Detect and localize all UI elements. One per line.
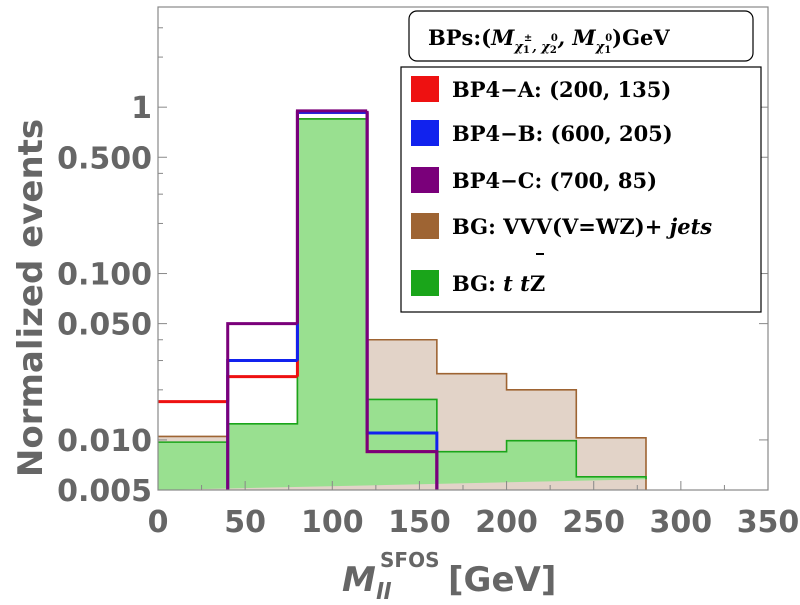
- x-axis-title-sup: SFOS: [380, 548, 439, 572]
- axis-ticks: [157, 27, 769, 491]
- background-fills: [158, 118, 647, 491]
- x-axis-title-unit: [GeV]: [448, 560, 556, 600]
- y-tick-label: 0.010: [57, 424, 152, 459]
- x-tick-label: 150: [388, 505, 451, 540]
- legend-label-bp4-c: BP4−C: (700, 85): [452, 168, 657, 193]
- y-tick-label: 0.500: [57, 141, 152, 176]
- legend-swatch-bp4-b: [411, 120, 439, 146]
- legend-label-bg-ttz: BG: t tZ: [452, 271, 545, 296]
- series-steps: [158, 109, 439, 490]
- x-axis-title-main: Mll: [342, 560, 391, 601]
- y-tick-label: 0.050: [57, 308, 152, 343]
- x-tick-label: 250: [562, 505, 625, 540]
- fill-bg-vvv: [158, 118, 646, 491]
- fill-bg-ttz: [158, 118, 646, 491]
- x-tick-label: 0: [148, 505, 169, 540]
- y-tick-label: 1: [131, 91, 152, 126]
- x-tick-label: 300: [650, 505, 713, 540]
- legend-label-bp4-b: BP4−B: (600, 205): [452, 121, 673, 146]
- x-tick-label: 350: [737, 505, 800, 540]
- legend-header: BPs:(Mχ1±, χ20, Mχ10)GeV: [408, 10, 754, 62]
- x-tick-label: 50: [224, 505, 266, 540]
- x-axis-title-sub: ll: [376, 580, 392, 601]
- legend: BP4−A: (200, 135) BP4−B: (600, 205) BP4−C:…: [400, 66, 762, 313]
- y-tick-label: 0.100: [57, 258, 152, 293]
- axis-tick-labels: 0 50 100 150 200 250 300 350 0.005 0.010 0.050 0.10…: [57, 91, 799, 540]
- outline-bg-ttz: [158, 118, 647, 480]
- y-tick-label: 0.005: [57, 474, 152, 509]
- legend-header-box: [408, 10, 754, 62]
- legend-swatch-bp4-a: [411, 76, 439, 102]
- x-axis-title: Mll SFOS [GeV]: [342, 548, 556, 605]
- legend-label-bp4-a: BP4−A: (200, 135): [452, 77, 671, 102]
- legend-swatch-bp4-c: [411, 167, 439, 193]
- y-axis-title: Normalized events: [11, 119, 51, 477]
- x-axis-title-m: M: [342, 560, 376, 600]
- step-bp4-c: [226, 109, 439, 490]
- legend-label-bg-vvv: BG: VVV(V=WZ)+ jets: [452, 214, 712, 239]
- x-tick-label: 100: [301, 505, 364, 540]
- x-tick-label: 200: [475, 505, 538, 540]
- legend-header-text: BPs:(Mχ1±, χ20, Mχ10)GeV: [428, 25, 670, 56]
- legend-swatch-bg-vvv: [411, 213, 439, 239]
- legend-swatch-bg-ttz: [411, 270, 439, 296]
- legend-box: [400, 66, 762, 313]
